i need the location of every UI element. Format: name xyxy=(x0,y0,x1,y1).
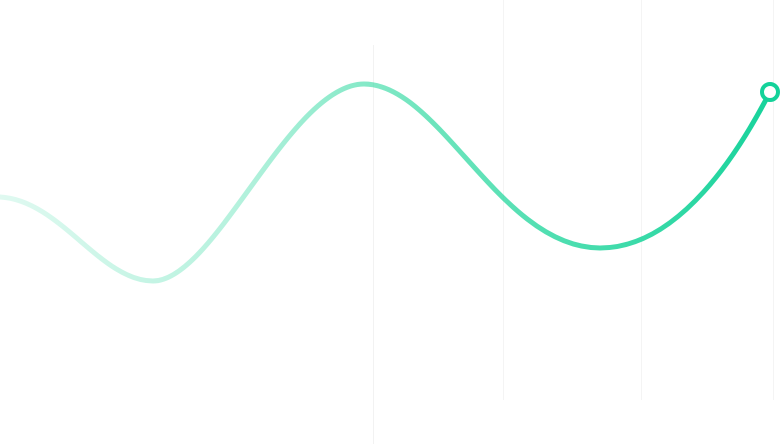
trend-line xyxy=(0,81,773,284)
end-marker xyxy=(760,82,780,102)
